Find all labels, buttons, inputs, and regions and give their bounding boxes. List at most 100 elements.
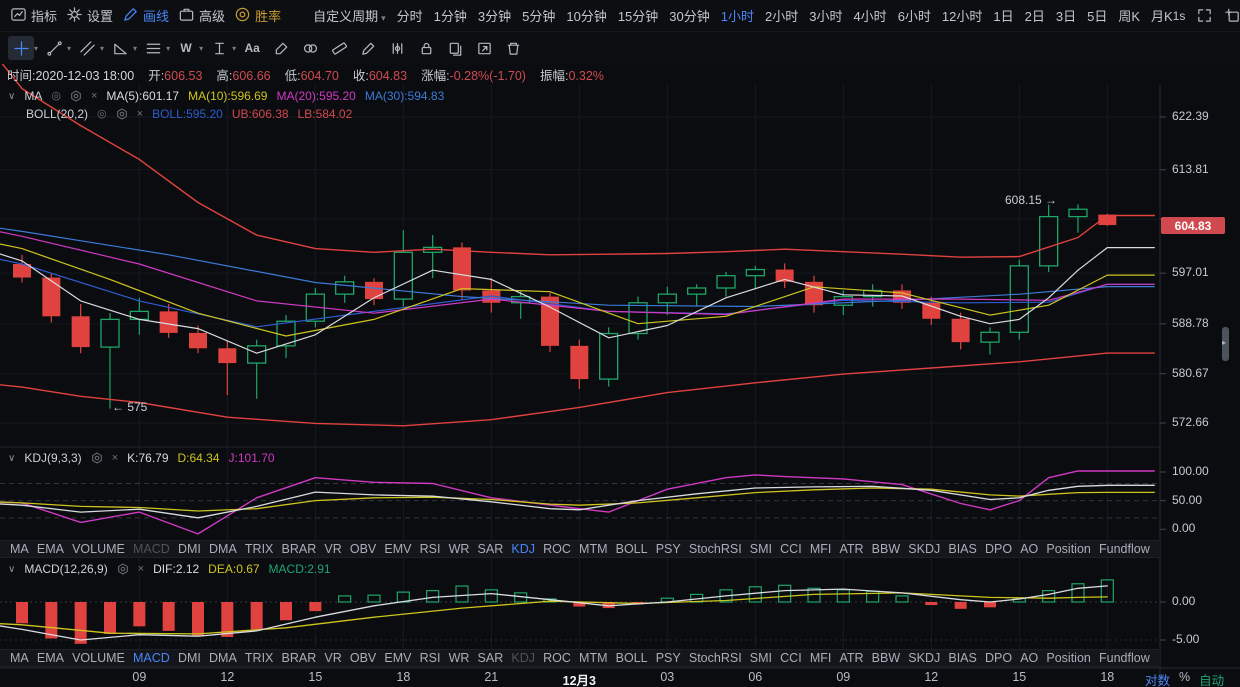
tab-BOLL[interactable]: BOLL	[615, 542, 648, 556]
chevron-down-icon[interactable]: ▾	[100, 43, 105, 53]
tab-SMI[interactable]: SMI	[749, 542, 773, 556]
tab-VOLUME[interactable]: VOLUME	[72, 542, 125, 556]
close-icon[interactable]: ×	[90, 89, 98, 102]
fullscreen-icon[interactable]	[1196, 7, 1213, 24]
tab-VOLUME[interactable]: VOLUME	[72, 651, 125, 665]
new-window-icon[interactable]	[1224, 7, 1240, 24]
tab-MACD[interactable]: MACD	[133, 651, 170, 665]
tab-SAR[interactable]: SAR	[477, 542, 504, 556]
ellipse-tool-icon[interactable]	[297, 36, 323, 60]
tab-TRIX[interactable]: TRIX	[244, 542, 274, 556]
tab-TRIX[interactable]: TRIX	[244, 651, 274, 665]
gear-icon[interactable]	[117, 563, 129, 575]
tab-Fundflow[interactable]: Fundflow	[1099, 651, 1150, 665]
tab-WR[interactable]: WR	[448, 542, 470, 556]
tab-ROC[interactable]: ROC	[543, 651, 571, 665]
tab-DPO[interactable]: DPO	[984, 542, 1013, 556]
tab-MTM[interactable]: MTM	[579, 651, 608, 665]
gear-icon[interactable]	[70, 90, 82, 102]
timeframe-3日[interactable]: 3日	[1055, 9, 1077, 24]
chevron-down-icon[interactable]: ▾	[67, 43, 72, 53]
lock-tool-icon[interactable]	[413, 36, 439, 60]
pattern-tool-icon[interactable]	[384, 36, 410, 60]
tab-EMA[interactable]: EMA	[36, 542, 64, 556]
tab-BBW[interactable]: BBW	[871, 651, 901, 665]
tab-CCI[interactable]: CCI	[780, 542, 802, 556]
tab-MACD[interactable]: MACD	[133, 542, 170, 556]
chevron-down-icon[interactable]: ▾	[34, 43, 39, 53]
text-tool-icon[interactable]: Aa	[244, 41, 260, 55]
tab-SKDJ[interactable]: SKDJ	[908, 542, 941, 556]
tab-SMI[interactable]: SMI	[749, 651, 773, 665]
tab-CCI[interactable]: CCI	[780, 651, 802, 665]
tab-SAR[interactable]: SAR	[477, 651, 504, 665]
timeframe-12小时[interactable]: 12小时	[941, 9, 983, 24]
tab-BOLL[interactable]: BOLL	[615, 651, 648, 665]
tab-DPO[interactable]: DPO	[984, 651, 1013, 665]
close-icon[interactable]: ×	[137, 562, 145, 575]
timeframe-3分钟[interactable]: 3分钟	[477, 9, 512, 24]
tab-VR[interactable]: VR	[324, 651, 342, 665]
copy-tool-icon[interactable]	[442, 36, 468, 60]
right-scroll-handle[interactable]	[1222, 327, 1229, 361]
timeframe-1分钟[interactable]: 1分钟	[433, 9, 467, 24]
tab-DMA[interactable]: DMA	[209, 651, 237, 665]
close-icon[interactable]: ×	[136, 107, 144, 120]
collapse-icon[interactable]: ∨	[8, 452, 16, 464]
crosshair-tool-icon[interactable]	[8, 36, 34, 60]
tab-RSI[interactable]: RSI	[419, 651, 441, 665]
timeframe-3小时[interactable]: 3小时	[809, 9, 843, 24]
tab-KDJ[interactable]: KDJ	[511, 542, 535, 556]
pencil-tool-icon[interactable]	[355, 36, 381, 60]
parallel-channel-tool-icon[interactable]	[74, 36, 100, 60]
timeframe-4小时[interactable]: 4小时	[853, 9, 887, 24]
timeframe-2日[interactable]: 2日	[1024, 9, 1045, 24]
price-range-tool-icon[interactable]	[206, 36, 232, 60]
trend-line-tool-icon[interactable]	[41, 36, 67, 60]
timeframe-6小时[interactable]: 6小时	[897, 9, 931, 24]
percent-scale-toggle[interactable]: %	[1179, 670, 1191, 684]
timeframe-1日[interactable]: 1日	[993, 9, 1014, 24]
gear-icon[interactable]	[91, 452, 103, 464]
tab-BRAR[interactable]: BRAR	[281, 542, 317, 556]
tab-VR[interactable]: VR	[324, 542, 342, 556]
timeframe-5分钟[interactable]: 5分钟	[522, 9, 556, 24]
collapse-icon[interactable]: ∨	[8, 90, 16, 102]
menu-draw-button[interactable]: 画线	[122, 6, 169, 26]
tab-Fundflow[interactable]: Fundflow	[1099, 542, 1150, 556]
tab-BIAS[interactable]: BIAS	[948, 651, 977, 665]
timeframe-周K[interactable]: 周K	[1118, 9, 1140, 24]
tab-WR[interactable]: WR	[448, 651, 470, 665]
auto-scale-toggle[interactable]: 自动	[1199, 674, 1225, 687]
tab-OBV[interactable]: OBV	[349, 542, 377, 556]
tab-Position[interactable]: Position	[1046, 542, 1091, 556]
chevron-down-icon[interactable]: ▾	[232, 43, 237, 53]
timeframe-2小时[interactable]: 2小时	[764, 9, 799, 24]
tab-OBV[interactable]: OBV	[349, 651, 377, 665]
menu-indicator-button[interactable]: 指标	[10, 6, 57, 26]
tab-KDJ[interactable]: KDJ	[511, 651, 535, 665]
chevron-down-icon[interactable]: ▾	[199, 43, 204, 53]
eye-icon[interactable]: ◎	[51, 89, 61, 102]
marker-tool-icon[interactable]	[268, 36, 294, 60]
tab-DMI[interactable]: DMI	[177, 542, 201, 556]
menu-settings-button[interactable]: 设置	[66, 6, 113, 26]
timeframe-10分钟[interactable]: 10分钟	[566, 9, 607, 24]
tab-MA[interactable]: MA	[10, 651, 29, 665]
tab-MTM[interactable]: MTM	[579, 542, 608, 556]
tab-MFI[interactable]: MFI	[809, 651, 832, 665]
tab-MFI[interactable]: MFI	[809, 542, 832, 556]
chevron-down-icon[interactable]: ▾	[166, 43, 171, 53]
chevron-down-icon[interactable]: ▾	[133, 43, 138, 53]
menu-advanced-button[interactable]: 高级	[178, 6, 225, 26]
elliott-wave-tool-icon[interactable]: W	[180, 41, 192, 55]
timeframe-分时[interactable]: 分时	[396, 9, 423, 24]
tab-PSY[interactable]: PSY	[655, 651, 681, 665]
tab-Position[interactable]: Position	[1046, 651, 1091, 665]
timeframe-月K[interactable]: 月K	[1151, 9, 1173, 24]
timeframe-15分钟[interactable]: 15分钟	[617, 9, 659, 24]
timeframe-30分钟[interactable]: 30分钟	[669, 9, 710, 24]
log-scale-toggle[interactable]: 对数	[1145, 674, 1171, 687]
tab-DMI[interactable]: DMI	[177, 651, 201, 665]
